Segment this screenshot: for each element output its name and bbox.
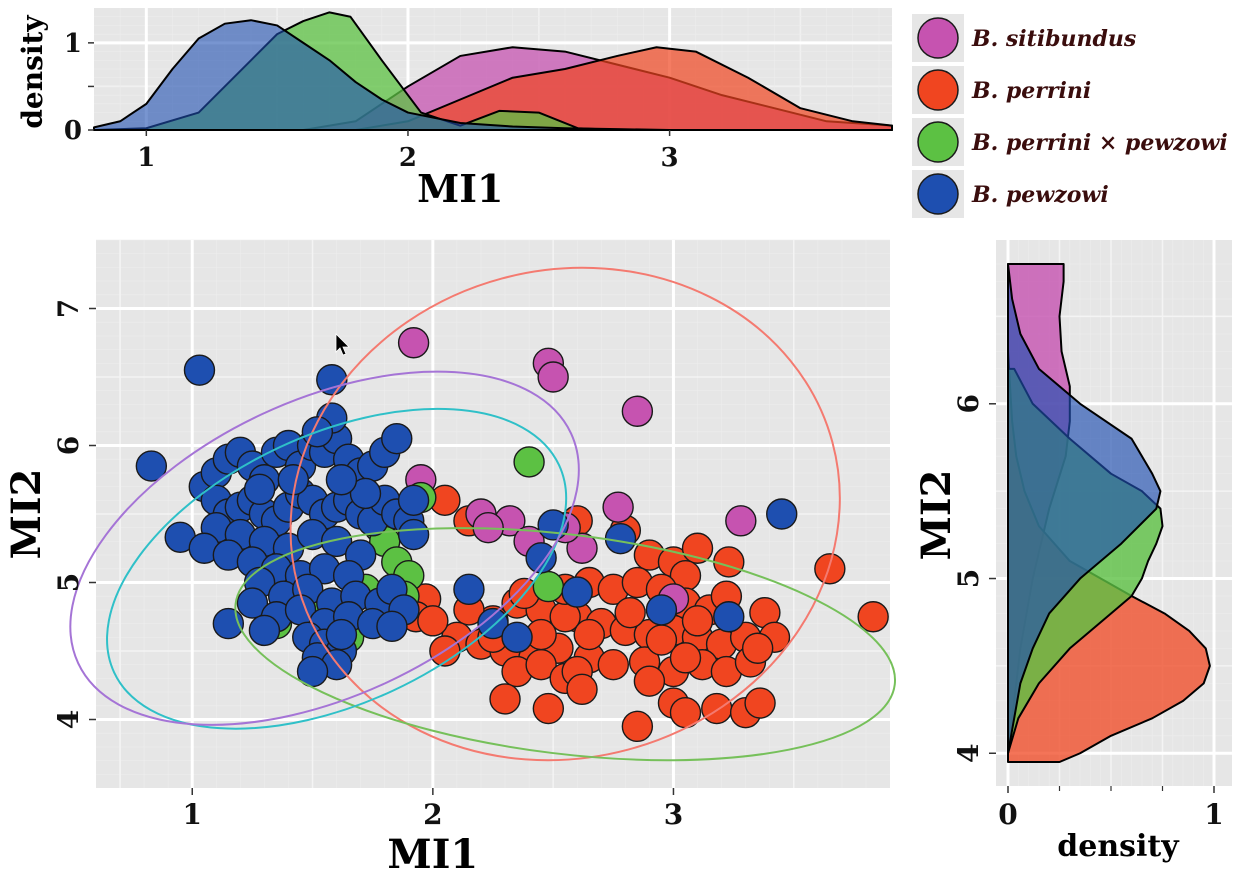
- point-pewzowi: [381, 422, 413, 455]
- point-sitibundus: [725, 505, 757, 537]
- point-perrini: [669, 642, 702, 674]
- point-pewzowi: [376, 610, 408, 643]
- point-perrini: [489, 683, 521, 715]
- x-tick-label: 2: [423, 798, 442, 831]
- point-perrini: [573, 618, 605, 651]
- mouse-cursor-icon: [335, 333, 350, 356]
- y-axis-title: MI2: [913, 470, 960, 561]
- point-pewzowi: [325, 464, 358, 496]
- y-tick-label: 6: [952, 394, 985, 413]
- y-axis-title: density: [16, 15, 49, 129]
- point-pewzowi: [248, 614, 281, 647]
- point-pewzowi: [645, 594, 678, 626]
- main-scatter-panel: 1 2 3 4 5 6 7 MI1 MI2: [3, 239, 897, 874]
- point-pewzowi: [561, 576, 593, 608]
- x-tick-label: 1: [1204, 798, 1223, 831]
- x-axis-title: density: [1057, 829, 1180, 864]
- x-tick-label: 0: [998, 798, 1017, 831]
- point-pewzowi: [766, 498, 798, 530]
- point-pewzowi: [453, 573, 485, 606]
- ellipse-sitibundus: [69, 370, 580, 726]
- point-pewzowi: [713, 601, 745, 633]
- legend-label-hybrid: B. perrini × pewzowi: [971, 130, 1228, 156]
- x-tick-label: 1: [137, 143, 155, 173]
- point-perrini: [645, 624, 678, 656]
- point-pewzowi: [397, 484, 430, 516]
- legend-label-perrini: B. perrini: [971, 78, 1091, 104]
- point-pewzowi: [397, 518, 430, 551]
- point-perrini: [633, 665, 666, 697]
- point-pewzowi: [501, 621, 533, 653]
- x-tick-label: 2: [399, 143, 417, 173]
- y-tick-label: 1: [64, 29, 82, 59]
- point-perrini: [857, 601, 889, 633]
- ellipse-perrini: [289, 266, 841, 762]
- point-pewzowi: [183, 354, 216, 386]
- x-tick-label: 3: [664, 798, 683, 831]
- point-sitibundus: [602, 491, 634, 523]
- y-tick-label: 4: [52, 710, 85, 729]
- point-pewzowi: [135, 450, 168, 482]
- point-perrini: [681, 605, 714, 637]
- point-perrini: [597, 649, 630, 681]
- point-sitibundus: [537, 361, 569, 393]
- point-sitibundus: [566, 532, 598, 564]
- point-pewzowi: [525, 542, 557, 574]
- legend-key-perrini: [917, 69, 959, 111]
- point-perrini: [713, 546, 745, 578]
- legend-key-sitibundus: [917, 17, 959, 59]
- y-tick-label: 0: [64, 116, 82, 146]
- y-tick-label: 5: [52, 573, 85, 592]
- top-density-panel: 1 2 3 0 1 MI1 density: [16, 8, 893, 211]
- point-sitibundus: [397, 327, 430, 359]
- y-axis-title: MI2: [3, 469, 50, 560]
- point-perrini: [621, 710, 654, 743]
- right-density-panel: 0 1 4 5 6 density MI2: [913, 240, 1232, 864]
- x-axis-title: MI1: [387, 831, 478, 874]
- point-perrini: [681, 532, 714, 564]
- point-hybrid: [513, 446, 545, 478]
- point-pewzowi: [604, 522, 637, 555]
- point-pewzowi: [325, 618, 358, 651]
- point-perrini: [566, 673, 598, 706]
- point-pewzowi: [537, 509, 569, 541]
- legend-key-hybrid: [917, 121, 959, 163]
- density-curve-pewzowi: [1007, 263, 1162, 755]
- point-sitibundus: [621, 395, 654, 427]
- point-perrini: [744, 687, 776, 719]
- point-perrini: [741, 632, 774, 664]
- ellipse-pewzowi: [106, 407, 568, 730]
- point-perrini: [614, 596, 646, 629]
- y-tick-label: 5: [952, 569, 985, 588]
- point-pewzowi: [236, 587, 269, 619]
- point-perrini: [701, 692, 733, 725]
- ellipse-hybrid: [234, 527, 897, 762]
- y-tick-label: 6: [52, 436, 85, 455]
- density-curve-pewzowi: [93, 19, 893, 131]
- point-perrini: [532, 692, 565, 725]
- point-pewzowi: [243, 473, 276, 506]
- point-pewzowi: [349, 477, 382, 510]
- x-axis-title: MI1: [417, 166, 503, 211]
- y-tick-label: 4: [952, 744, 985, 763]
- legend-key-pewzowi: [917, 173, 959, 215]
- x-tick-label: 3: [661, 143, 679, 173]
- point-perrini: [814, 553, 846, 585]
- y-tick-label: 7: [52, 299, 85, 318]
- point-perrini: [417, 605, 449, 637]
- legend: B. sitibundus B. perrini B. perrini × pewz…: [910, 6, 1236, 220]
- point-pewzowi: [320, 525, 353, 558]
- legend-label-sitibundus: B. sitibundus: [971, 26, 1136, 52]
- legend-label-pewzowi: B. pewzowi: [971, 182, 1109, 208]
- x-tick-label: 1: [183, 798, 202, 831]
- legend-box: [910, 6, 1236, 220]
